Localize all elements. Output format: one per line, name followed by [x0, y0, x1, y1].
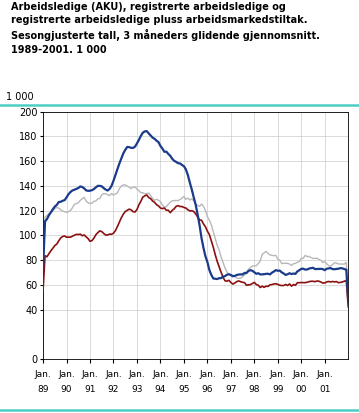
Text: Jan.: Jan. — [129, 370, 145, 380]
Text: Jan.: Jan. — [293, 370, 310, 380]
Text: Arbeidsledige (AKU), registrerte arbeidsledige og
registrerte arbeidsledige plus: Arbeidsledige (AKU), registrerte arbeids… — [11, 2, 320, 55]
Text: Jan.: Jan. — [176, 370, 192, 380]
Text: 94: 94 — [155, 385, 166, 394]
Text: 00: 00 — [295, 385, 307, 394]
Text: 1 000: 1 000 — [6, 92, 34, 102]
Text: 96: 96 — [202, 385, 213, 394]
Text: Jan.: Jan. — [223, 370, 239, 380]
Text: Jan.: Jan. — [316, 370, 333, 380]
Text: Jan.: Jan. — [199, 370, 216, 380]
Text: 97: 97 — [225, 385, 237, 394]
Text: Jan.: Jan. — [105, 370, 122, 380]
Text: 89: 89 — [37, 385, 49, 394]
Text: 01: 01 — [319, 385, 331, 394]
Text: Jan.: Jan. — [152, 370, 169, 380]
Text: 92: 92 — [108, 385, 119, 394]
Text: 99: 99 — [272, 385, 284, 394]
Text: 95: 95 — [178, 385, 190, 394]
Text: Jan.: Jan. — [81, 370, 98, 380]
Text: Jan.: Jan. — [35, 370, 51, 380]
Text: 98: 98 — [248, 385, 260, 394]
Text: 91: 91 — [84, 385, 96, 394]
Text: Jan.: Jan. — [58, 370, 75, 380]
Text: Jan.: Jan. — [246, 370, 263, 380]
Text: 93: 93 — [131, 385, 143, 394]
Text: 90: 90 — [61, 385, 72, 394]
Text: Jan.: Jan. — [270, 370, 286, 380]
